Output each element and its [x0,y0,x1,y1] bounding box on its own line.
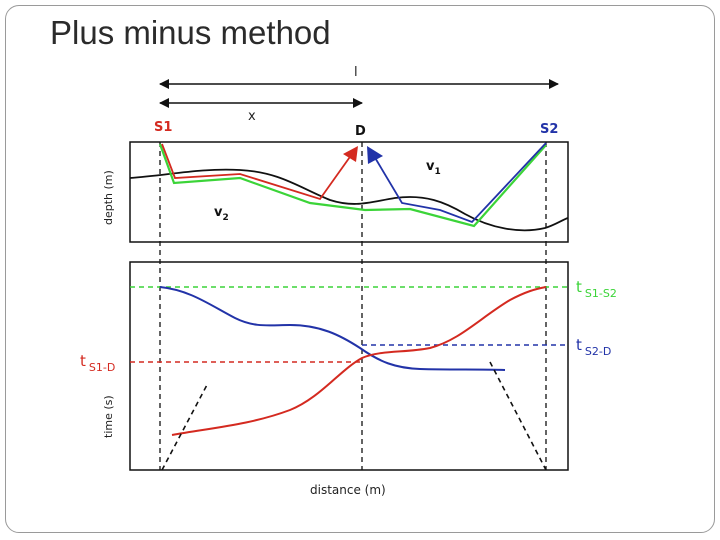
red-ray-arrowhead [343,146,358,162]
t-s1-d-label: t S1-D [80,352,115,374]
l-label: l [354,65,358,80]
t-s2-d-label: t S2-D [576,336,611,358]
x-label: x [248,109,256,124]
t-s1-s2-label: t S1-S2 [576,278,617,300]
s1-direct-arrival-dashed [161,382,209,471]
s1-label: S1 [154,120,172,135]
blue-ray-arrowhead [367,146,383,164]
s2-label: S2 [540,122,558,137]
v1-label: v1 [426,159,441,177]
blue-traveltime-curve [159,286,506,371]
time-axis-label: time (s) [102,395,115,438]
slide-title: Plus minus method [50,14,331,51]
red-raypath-s1-d [161,143,353,201]
d-label: D [355,124,366,139]
depth-axis-label: depth (m) [102,170,115,225]
s2-direct-arrival-dashed [489,361,547,471]
red-traveltime-curve [171,286,547,436]
green-raypath-s1-s2 [158,143,547,228]
v2-label: v2 [214,205,229,223]
distance-axis-label: distance (m) [310,483,386,497]
blue-raypath-s2-d [373,142,547,224]
refractor-interface [129,168,569,232]
